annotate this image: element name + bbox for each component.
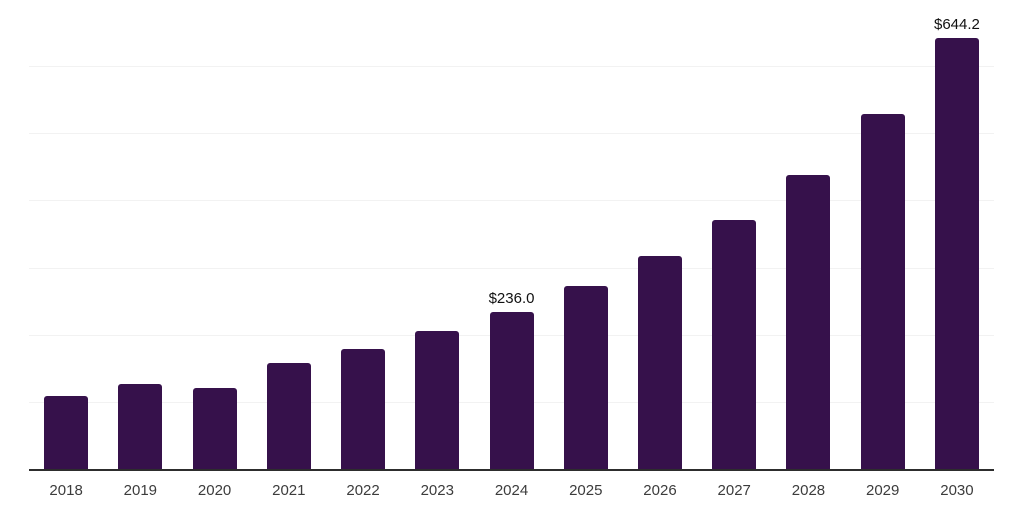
bar-2023	[415, 331, 460, 470]
bar-column-2019	[103, 0, 177, 470]
bar-2024	[489, 311, 534, 470]
bar-2018	[44, 396, 89, 470]
bar-column-2026	[623, 0, 697, 470]
gridline-300	[29, 268, 994, 269]
bar-2022	[341, 349, 386, 470]
bar-2021	[266, 362, 311, 470]
x-tick-label-2026: 2026	[643, 482, 677, 499]
x-tick-label-2021: 2021	[272, 482, 306, 499]
bar-2026	[637, 255, 682, 470]
bar-2028	[786, 174, 831, 470]
x-tick-label-2022: 2022	[346, 482, 380, 499]
bar-column-2025	[549, 0, 623, 470]
gridline-500	[29, 133, 994, 134]
x-tick-label-2020: 2020	[197, 482, 232, 499]
x-tick-label-2025: 2025	[569, 482, 603, 499]
x-tick-label-2019: 2019	[123, 482, 158, 499]
x-axis-labels: 2018 2019 2020 2021 2022 2023 2024 2025 2026 2027…	[29, 482, 994, 499]
bar-column-2024: $236.0	[474, 0, 548, 470]
gridline-600	[29, 66, 994, 67]
data-label-2030: $644.2	[933, 15, 980, 33]
bar-column-2027	[697, 0, 771, 470]
x-axis-line	[29, 469, 994, 471]
bar-column-2018	[29, 0, 103, 470]
bars: $236.0 $644.2	[29, 0, 994, 470]
x-tick-label-2028: 2028	[791, 482, 826, 499]
bar-2019	[118, 384, 163, 470]
x-tick-label-2030: 2030	[940, 482, 974, 499]
gridline-400	[29, 200, 994, 201]
x-tick-label-2029: 2029	[866, 482, 900, 499]
bar-column-2029	[846, 0, 920, 470]
bar-column-2030: $644.2	[920, 0, 994, 470]
bar-column-2021	[252, 0, 326, 470]
bar-2027	[712, 219, 757, 470]
bar-2020	[192, 388, 237, 470]
bar-column-2022	[326, 0, 400, 470]
bar-column-2020	[177, 0, 251, 470]
x-tick-label-2024: 2024	[494, 482, 529, 499]
data-label-2024: $236.0	[488, 289, 535, 307]
x-tick-label-2023: 2023	[420, 482, 454, 499]
bar-column-2023	[400, 0, 474, 470]
bar-column-2028	[771, 0, 845, 470]
x-tick-label-2018: 2018	[49, 482, 83, 499]
x-tick-label-2027: 2027	[717, 482, 751, 499]
bar-2025	[563, 286, 608, 470]
plot-area: $236.0 $644.2	[29, 0, 994, 470]
bar-2030	[934, 37, 979, 470]
bar-2029	[860, 114, 905, 470]
